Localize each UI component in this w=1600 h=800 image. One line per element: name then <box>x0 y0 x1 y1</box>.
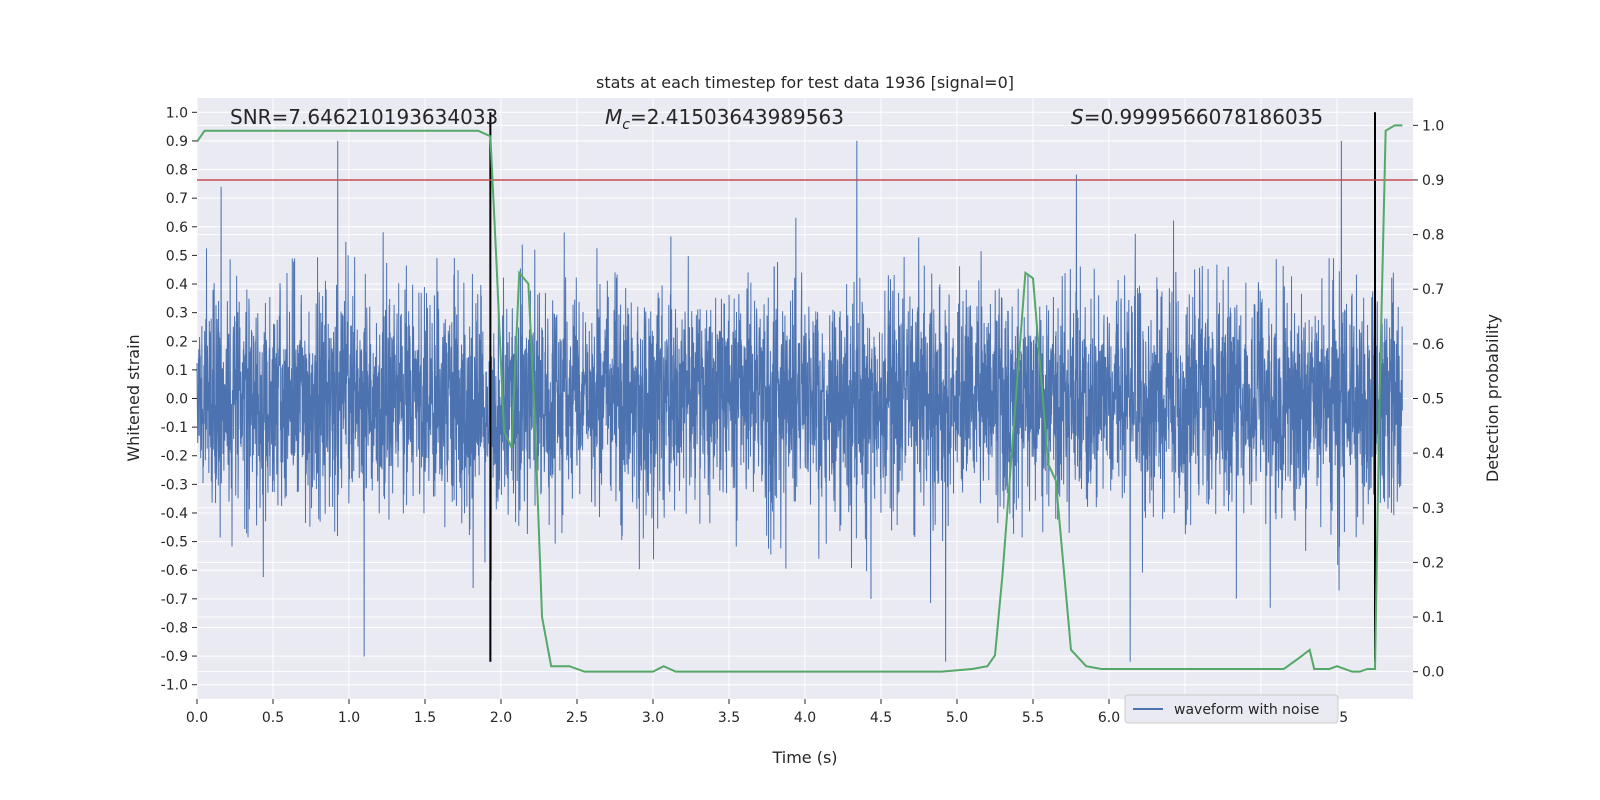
y-right-tick-label: 0.1 <box>1422 610 1444 626</box>
x-tick-label: 0.0 <box>186 710 208 726</box>
x-axis-label: Time (s) <box>771 748 837 767</box>
waveform-series <box>196 140 1403 662</box>
y-right-tick-label: 0.6 <box>1422 337 1444 353</box>
x-tick-label: 3.5 <box>718 710 740 726</box>
y-axis-right-ticks: 1.0 0.9 0.8 0.7 0.6 0.5 0.4 0.3 0.2 0.1 0.0 <box>1413 118 1444 681</box>
y-tick-label: -0.1 <box>161 420 188 436</box>
y-tick-label: 0.3 <box>166 306 188 322</box>
y-tick-label: 1.0 <box>166 105 188 121</box>
y-axis-label: Whitened strain <box>124 334 143 461</box>
x-tick-label: 2.0 <box>490 710 512 726</box>
y-axis-right-label: Detection probability <box>1483 314 1502 482</box>
y-tick-label: -1.0 <box>161 678 188 694</box>
y-tick-label: 0.1 <box>166 363 188 379</box>
y-tick-label: -0.9 <box>161 649 188 665</box>
y-tick-label: -0.4 <box>161 506 188 522</box>
x-tick-label: 5.5 <box>1022 710 1044 726</box>
x-tick-label: 2.5 <box>566 710 588 726</box>
x-tick-label: 5.0 <box>946 710 968 726</box>
legend-box <box>1124 694 1339 724</box>
y-tick-label: -0.8 <box>161 620 188 636</box>
y-tick-label: 0.4 <box>166 277 188 293</box>
score-annotation: S=0.9999566078186035 <box>1071 105 1323 129</box>
y-tick-label: -0.3 <box>161 477 188 493</box>
y-right-tick-label: 0.3 <box>1422 501 1444 517</box>
y-axis-ticks: 1.0 0.9 0.8 0.7 0.6 0.5 0.4 0.3 0.2 0.1 0.0 -0.1 -0.… <box>161 105 197 694</box>
chart-title: stats at each timestep for test data 193… <box>596 73 1014 92</box>
y-tick-label: 0.0 <box>166 392 188 408</box>
x-tick-label: 4.5 <box>870 710 892 726</box>
y-tick-label: 0.8 <box>166 163 188 179</box>
y-tick-label: -0.7 <box>161 592 188 608</box>
waveform-line <box>196 140 1403 662</box>
y-tick-label: 0.9 <box>166 134 188 150</box>
chirp-mass-annotation: Mc=2.41503643989563 <box>605 105 844 133</box>
x-tick-label: 1.5 <box>414 710 436 726</box>
legend-entry: waveform with noise <box>1174 702 1319 718</box>
x-tick-label: 6.0 <box>1098 710 1120 726</box>
x-tick-label: 0.5 <box>262 710 284 726</box>
y-tick-label: -0.6 <box>161 563 188 579</box>
y-right-tick-label: 0.4 <box>1422 446 1444 462</box>
y-right-tick-label: 0.9 <box>1422 173 1444 189</box>
legend: waveform with noise <box>1124 694 1339 724</box>
y-tick-label: -0.2 <box>161 449 188 465</box>
x-tick-label: 1.0 <box>338 710 360 726</box>
y-right-tick-label: 0.5 <box>1422 392 1444 408</box>
y-right-tick-label: 0.0 <box>1422 665 1444 681</box>
y-right-tick-label: 0.2 <box>1422 555 1444 571</box>
y-tick-label: 0.2 <box>166 334 188 350</box>
y-tick-label: 0.6 <box>166 220 188 236</box>
y-tick-label: 0.7 <box>166 191 188 207</box>
y-right-tick-label: 1.0 <box>1422 118 1444 134</box>
overlays <box>196 112 1413 673</box>
x-tick-label: 4.0 <box>794 710 816 726</box>
y-right-tick-label: 0.8 <box>1422 228 1444 244</box>
y-tick-label: 0.5 <box>166 248 188 264</box>
y-tick-label: -0.5 <box>161 535 188 551</box>
x-tick-label: 3.0 <box>642 710 664 726</box>
y-right-tick-label: 0.7 <box>1422 282 1444 298</box>
detection-probability-line <box>196 124 1403 673</box>
snr-annotation: SNR=7.646210193634033 <box>230 105 498 129</box>
